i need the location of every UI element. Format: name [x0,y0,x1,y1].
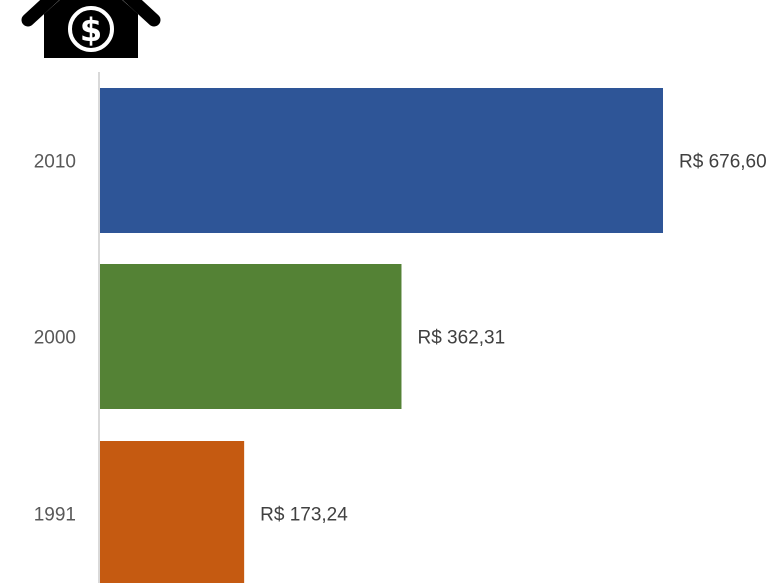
bars-group [100,88,663,583]
value-labels: R$ 676,60 R$ 362,31 R$ 173,24 [260,152,767,526]
value-label-2000: R$ 362,31 [417,328,505,349]
category-label-2000: 2000 [34,328,76,349]
house-dollar-icon: $ [21,0,161,58]
svg-text:$: $ [80,11,102,49]
category-label-2010: 2010 [34,152,76,173]
bar-2000 [100,264,402,409]
category-label-1991: 1991 [34,505,76,526]
category-labels: 2010 2000 1991 [34,152,76,526]
value-label-1991: R$ 173,24 [260,505,348,526]
bar-1991 [100,441,245,583]
bar-2010 [100,88,663,233]
value-label-2010: R$ 676,60 [679,152,767,173]
